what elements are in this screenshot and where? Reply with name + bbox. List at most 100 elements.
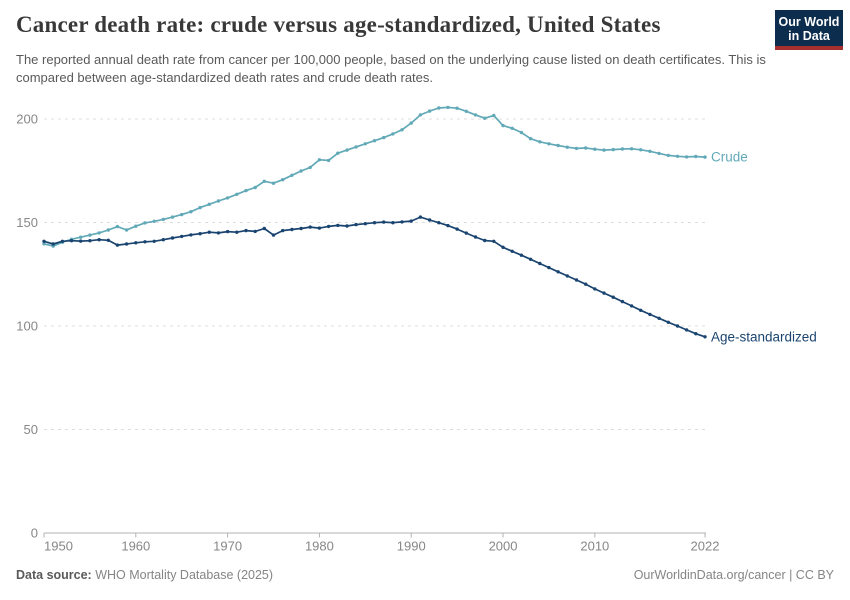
data-point-age-standardized-2000[interactable]: [501, 245, 505, 249]
series-line-age-standardized[interactable]: [43, 216, 706, 338]
data-point-age-standardized-1959[interactable]: [124, 242, 129, 246]
data-point-age-standardized-1952[interactable]: [60, 239, 65, 243]
data-point-crude-1957[interactable]: [106, 228, 111, 232]
data-point-crude-1961[interactable]: [143, 221, 147, 225]
data-point-age-standardized-1977[interactable]: [290, 227, 294, 232]
data-point-age-standardized-1956[interactable]: [97, 238, 101, 242]
data-point-crude-2019[interactable]: [675, 154, 680, 158]
data-point-crude-2003[interactable]: [528, 137, 533, 141]
data-point-crude-1996[interactable]: [464, 109, 468, 114]
data-point-age-standardized-1951[interactable]: [51, 242, 55, 246]
data-point-age-standardized-1995[interactable]: [455, 227, 459, 231]
data-point-crude-2013[interactable]: [620, 147, 625, 151]
data-point-crude-2014[interactable]: [629, 147, 634, 151]
data-point-age-standardized-1970[interactable]: [225, 229, 230, 234]
data-point-age-standardized-1962[interactable]: [152, 239, 156, 243]
data-point-age-standardized-2009[interactable]: [584, 282, 588, 286]
data-point-crude-1990[interactable]: [409, 121, 413, 125]
data-point-crude-1974[interactable]: [262, 179, 266, 183]
data-point-crude-1967[interactable]: [198, 205, 202, 210]
data-point-crude-1979[interactable]: [308, 165, 312, 170]
data-point-age-standardized-1961[interactable]: [143, 240, 147, 244]
data-point-crude-1963[interactable]: [161, 217, 165, 222]
data-point-age-standardized-2002[interactable]: [519, 253, 524, 257]
data-point-age-standardized-2005[interactable]: [547, 265, 551, 270]
data-point-age-standardized-1965[interactable]: [180, 234, 184, 239]
data-point-crude-1960[interactable]: [134, 224, 138, 228]
data-point-crude-2009[interactable]: [584, 146, 588, 150]
data-point-age-standardized-1979[interactable]: [308, 225, 312, 229]
data-point-age-standardized-1966[interactable]: [189, 233, 193, 237]
data-point-crude-1999[interactable]: [492, 113, 496, 118]
data-point-age-standardized-1971[interactable]: [235, 230, 239, 234]
data-point-crude-1977[interactable]: [290, 173, 294, 177]
data-point-age-standardized-1981[interactable]: [326, 224, 331, 229]
data-point-age-standardized-1968[interactable]: [207, 230, 211, 234]
data-point-crude-2010[interactable]: [593, 147, 597, 151]
data-point-age-standardized-2011[interactable]: [602, 291, 606, 295]
data-point-age-standardized-2001[interactable]: [510, 249, 514, 253]
data-point-age-standardized-1992[interactable]: [427, 218, 432, 222]
data-point-age-standardized-1996[interactable]: [464, 231, 468, 235]
data-point-age-standardized-1975[interactable]: [271, 233, 276, 237]
data-point-age-standardized-1988[interactable]: [391, 221, 395, 225]
data-point-age-standardized-1998[interactable]: [483, 238, 487, 243]
data-point-age-standardized-1983[interactable]: [345, 224, 349, 228]
data-point-age-standardized-2008[interactable]: [574, 278, 579, 282]
data-point-crude-1954[interactable]: [79, 235, 83, 239]
data-point-age-standardized-2013[interactable]: [620, 299, 625, 304]
data-point-age-standardized-2003[interactable]: [528, 257, 533, 261]
data-point-crude-2008[interactable]: [574, 146, 579, 151]
data-point-age-standardized-1972[interactable]: [244, 228, 248, 233]
data-point-age-standardized-1999[interactable]: [492, 239, 496, 243]
series-label-age-standardized[interactable]: Age-standardized: [711, 329, 817, 344]
data-point-age-standardized-2006[interactable]: [556, 270, 560, 274]
data-point-crude-2001[interactable]: [510, 126, 514, 130]
data-point-age-standardized-2012[interactable]: [611, 295, 615, 299]
data-point-age-standardized-1955[interactable]: [88, 239, 92, 243]
data-point-crude-1980[interactable]: [317, 158, 322, 162]
data-point-age-standardized-1953[interactable]: [69, 239, 74, 243]
data-point-crude-1958[interactable]: [115, 224, 120, 229]
data-point-age-standardized-1990[interactable]: [409, 219, 413, 223]
data-point-crude-1955[interactable]: [88, 233, 92, 237]
data-point-crude-1962[interactable]: [152, 219, 156, 223]
data-point-age-standardized-1964[interactable]: [170, 236, 175, 240]
data-point-crude-1998[interactable]: [483, 116, 487, 120]
data-point-crude-1956[interactable]: [97, 231, 101, 235]
data-point-crude-2004[interactable]: [538, 140, 542, 144]
data-point-crude-2011[interactable]: [602, 148, 606, 152]
data-point-crude-1968[interactable]: [207, 202, 211, 206]
data-point-crude-2005[interactable]: [547, 142, 551, 146]
data-point-age-standardized-2015[interactable]: [639, 308, 643, 312]
data-point-crude-1992[interactable]: [427, 109, 432, 113]
owid-logo[interactable]: Our World in Data: [775, 10, 843, 50]
data-point-crude-1978[interactable]: [299, 169, 303, 173]
data-point-crude-1966[interactable]: [189, 210, 193, 214]
data-point-crude-2021[interactable]: [694, 154, 698, 159]
series-line-crude[interactable]: [43, 106, 706, 247]
data-point-crude-2022[interactable]: [703, 155, 707, 159]
data-point-age-standardized-1994[interactable]: [446, 223, 450, 228]
data-point-age-standardized-1993[interactable]: [437, 221, 441, 225]
series-label-crude[interactable]: Crude: [711, 150, 748, 165]
data-point-age-standardized-1997[interactable]: [473, 235, 478, 239]
data-point-crude-1976[interactable]: [281, 178, 285, 182]
data-point-crude-2002[interactable]: [519, 130, 524, 135]
data-point-crude-1982[interactable]: [336, 151, 340, 155]
data-point-age-standardized-2020[interactable]: [684, 328, 689, 332]
data-point-age-standardized-1980[interactable]: [317, 226, 322, 230]
data-point-crude-2006[interactable]: [556, 143, 560, 148]
data-point-crude-1995[interactable]: [455, 106, 459, 110]
data-point-age-standardized-2022[interactable]: [703, 335, 707, 339]
data-point-age-standardized-1978[interactable]: [299, 226, 303, 231]
data-point-age-standardized-2010[interactable]: [593, 287, 597, 291]
data-point-crude-1971[interactable]: [235, 192, 239, 196]
data-point-age-standardized-1958[interactable]: [115, 243, 120, 247]
data-point-crude-1991[interactable]: [418, 113, 423, 117]
data-point-age-standardized-2004[interactable]: [538, 261, 542, 266]
data-point-crude-1972[interactable]: [244, 188, 248, 193]
data-point-age-standardized-1974[interactable]: [262, 226, 266, 231]
data-point-crude-2017[interactable]: [657, 151, 661, 156]
